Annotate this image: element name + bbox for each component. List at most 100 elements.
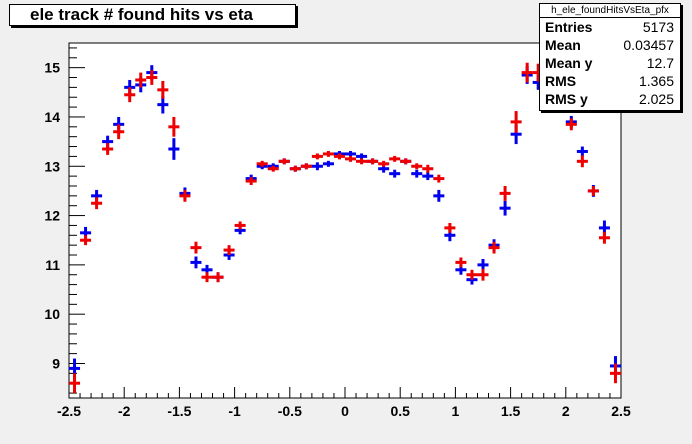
plot-area: [68, 42, 622, 399]
stats-row-entries: Entries 5173: [540, 18, 680, 36]
stats-value: 5173: [642, 19, 674, 35]
data-point: [477, 258, 489, 271]
data-point: [433, 174, 445, 183]
data-point: [256, 160, 268, 167]
data-point: [102, 143, 114, 155]
data-point: [576, 146, 588, 157]
data-point: [499, 185, 511, 201]
stats-label: Entries: [545, 19, 593, 35]
data-point: [322, 160, 334, 167]
chart-title: ele track # found hits vs eta: [9, 4, 296, 26]
stats-histogram-name: h_ele_foundHitsVsEta_pfx: [540, 4, 680, 18]
data-point: [201, 272, 213, 283]
stats-row-mean-y: Mean y 12.7: [540, 54, 680, 72]
data-point: [422, 172, 434, 181]
x-tick-label: 1: [452, 403, 460, 419]
x-tick-label: 0: [341, 403, 349, 419]
data-point: [576, 155, 588, 168]
data-point: [455, 257, 467, 268]
data-point: [598, 231, 610, 244]
data-point: [466, 269, 478, 280]
data-point: [311, 153, 323, 160]
data-point: [190, 256, 202, 269]
x-tick-label: -2: [118, 403, 131, 419]
stats-value: 2.025: [638, 91, 674, 107]
data-point: [322, 150, 334, 157]
data-point: [190, 241, 202, 254]
data-point: [389, 155, 401, 162]
stats-box: h_ele_foundHitsVsEta_pfx Entries 5173 Me…: [539, 3, 681, 111]
data-point: [80, 235, 92, 246]
data-point: [179, 189, 191, 202]
x-tick-label: 0.5: [390, 403, 410, 419]
data-point: [91, 197, 103, 210]
y-tick-label: 12: [44, 208, 60, 224]
stats-label: RMS y: [545, 91, 588, 107]
data-markers: [69, 62, 621, 394]
data-point: [113, 124, 125, 140]
data-point: [510, 111, 522, 133]
y-tick-label: 9: [52, 355, 60, 371]
data-point: [333, 153, 345, 160]
data-point: [124, 87, 136, 103]
data-point: [411, 169, 423, 178]
data-point: [356, 158, 368, 165]
y-tick-label: 10: [44, 306, 60, 322]
x-tick-label: 1.5: [501, 403, 521, 419]
data-point: [69, 373, 81, 394]
data-point: [389, 169, 401, 178]
stats-value: 0.03457: [623, 37, 674, 53]
x-tick-label: -2.5: [57, 403, 81, 419]
stats-row-mean: Mean 0.03457: [540, 36, 680, 54]
data-point: [345, 155, 357, 162]
data-point: [609, 363, 621, 384]
stats-label: Mean y: [545, 55, 593, 71]
data-point: [477, 268, 489, 281]
axes: -2.5 -2 -1.5 -1 -0.5 0 0.5 1 1.5 2 2.5 9 10 11 12 13 14 1…: [44, 47, 631, 419]
data-point: [345, 150, 357, 157]
data-point: [234, 221, 246, 230]
data-point: [223, 245, 235, 256]
y-tick-label: 13: [44, 158, 60, 174]
data-point: [422, 164, 434, 173]
data-point: [289, 165, 301, 172]
data-point: [521, 62, 533, 83]
data-point: [168, 138, 180, 160]
data-point: [135, 72, 147, 88]
data-point: [499, 200, 511, 216]
data-point: [146, 70, 158, 85]
data-point: [245, 177, 257, 185]
data-point: [433, 189, 445, 202]
data-point: [378, 160, 390, 167]
data-point: [367, 158, 379, 165]
data-point: [300, 163, 312, 170]
data-point: [488, 241, 500, 254]
stats-value: 12.7: [646, 55, 674, 71]
data-point: [565, 118, 577, 131]
data-point: [212, 272, 224, 283]
y-tick-label: 14: [44, 109, 60, 125]
data-point: [400, 158, 412, 165]
y-tick-label: 11: [45, 257, 60, 273]
data-point: [587, 185, 599, 196]
stats-value: 1.365: [638, 73, 674, 89]
y-tick-label: 15: [44, 60, 60, 76]
x-tick-label: -1: [228, 403, 241, 419]
x-tick-label: -1.5: [167, 403, 191, 419]
chart-title-text: ele track # found hits vs eta: [30, 5, 253, 24]
x-tick-label: 2.5: [611, 403, 631, 419]
stats-row-rms-y: RMS y 2.025: [540, 90, 680, 108]
data-point: [411, 163, 423, 170]
data-point: [267, 165, 279, 172]
stats-label: RMS: [545, 73, 577, 89]
x-tick-label: 2: [562, 403, 570, 419]
data-point: [157, 80, 169, 99]
stats-row-rms: RMS 1.365: [540, 72, 680, 90]
data-point: [311, 162, 323, 171]
data-point: [168, 116, 180, 137]
data-point: [278, 158, 290, 165]
data-point: [444, 222, 456, 233]
stats-label: Mean: [545, 37, 581, 53]
x-tick-label: -0.5: [278, 403, 302, 419]
